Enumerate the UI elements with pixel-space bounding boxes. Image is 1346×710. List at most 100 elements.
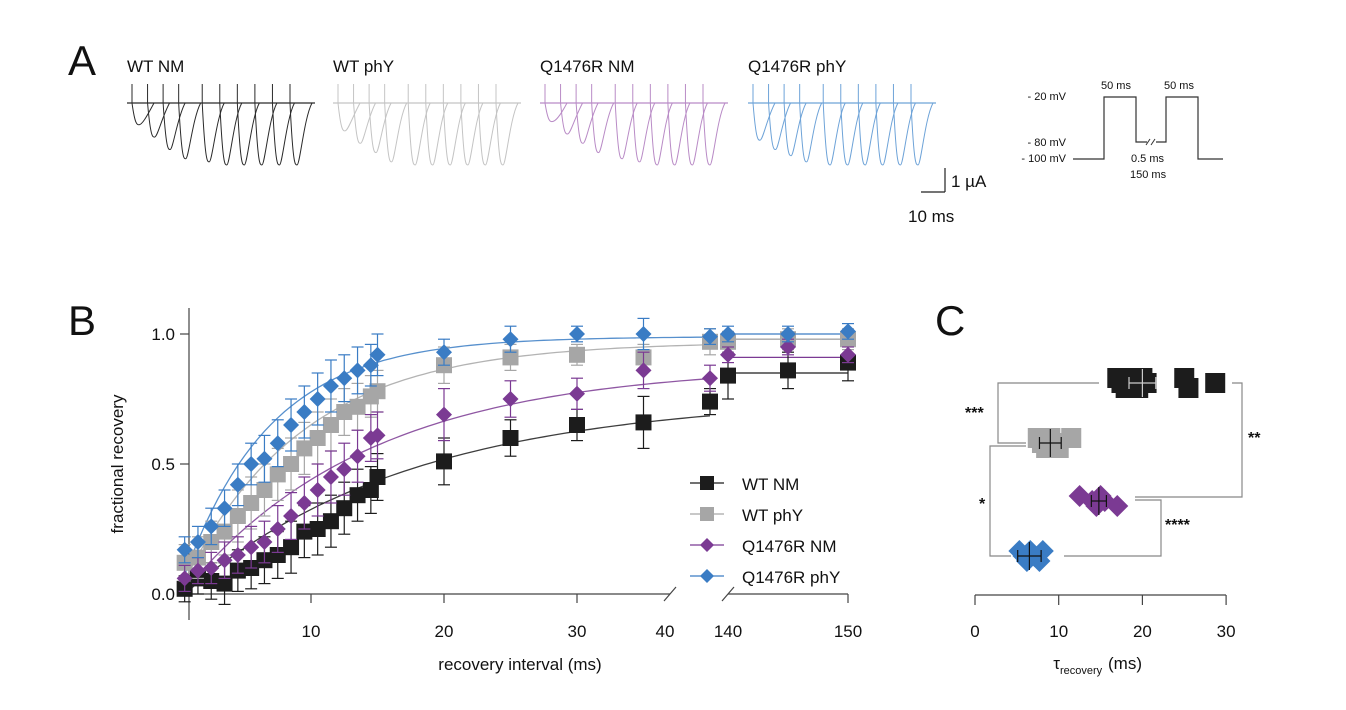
current-trace [783,102,807,157]
current-trace [752,102,776,141]
axis-break-mark [663,586,677,602]
data-point [369,383,386,400]
current-trace [768,102,791,151]
data-point [283,417,300,433]
series-wt-phy [1027,428,1082,458]
x-tick-label: 30 [568,622,587,641]
x-axis-label-subscript: recovery [1060,665,1103,677]
current-trace [575,102,599,144]
trace-title-wt-phy: WT phY [333,57,394,76]
data-point [256,482,273,498]
data-point [269,547,286,563]
data-point [189,562,206,579]
data-point [336,370,353,387]
current-trace [254,102,278,166]
data-point [229,476,246,493]
voltage-protocol: - 20 mV - 80 mV - 100 mV 50 ms 50 ms 0.5… [1021,80,1223,181]
data-point [229,508,246,524]
data-point [336,404,353,420]
data-point [436,406,452,423]
protocol-break-mark [1145,138,1151,146]
data-point [322,469,339,485]
data-point [780,362,796,379]
protocol-v-100: - 100 mV [1021,153,1066,165]
y-tick-label: 1.0 [151,325,175,344]
data-point [502,391,519,407]
y-axis-label: fractional recovery [108,394,127,533]
x-tick-label: 10 [1049,622,1068,641]
x-axis-label-unit: (ms) [1108,654,1142,673]
protocol-pulse-1-label: 50 ms [1101,80,1131,92]
current-trace [477,102,501,166]
current-trace [425,102,449,166]
series-q1476r-nm [1068,485,1129,517]
data-point [336,500,353,517]
data-point [296,440,313,457]
data-point [702,370,718,387]
current-trace [219,102,243,166]
data-point [369,427,386,444]
y-tick-label: 0.5 [151,455,175,474]
current-trace [460,102,484,166]
data-point [336,461,353,478]
current-trace [201,102,225,163]
data-point [569,417,585,433]
current-trace [614,102,638,160]
x-tick-label: 140 [714,622,742,641]
data-point [720,346,736,363]
data-point [502,349,519,366]
current-trace [442,102,466,166]
x-axis-label: recovery interval (ms) [438,655,601,674]
current-trace [337,102,361,132]
sig-bracket [1064,499,1162,557]
trace-group [127,84,315,166]
protocol-break-mark [1150,138,1156,146]
panel-label-a: A [68,37,96,84]
data-point [635,362,652,379]
current-trace [684,102,708,166]
data-point [569,346,585,363]
data-point [369,469,386,485]
panel-a-traces: WT NM WT phY Q1476R NM Q1476R phY 1 µA 1… [127,57,1223,226]
significance-label: ** [1248,430,1261,447]
legend-label: WT phY [742,506,803,525]
x-axis-label-tau: τ [1053,654,1060,673]
trace-title-q1476r-phy: Q1476R phY [748,57,846,76]
series-q1476r-nm [176,338,856,593]
legend-marker [700,538,714,552]
data-point [569,385,585,402]
x-tick-label: 30 [1217,622,1236,641]
data-point [243,495,260,511]
current-trace [822,102,846,166]
data-point [1174,368,1195,388]
legend-marker [700,569,714,583]
data-point [702,393,718,410]
current-trace [649,102,673,166]
data-point [243,456,260,472]
sig-bracket [989,445,1026,557]
data-point [349,448,366,465]
data-point [349,362,366,379]
x-tick-label: 20 [1133,622,1152,641]
x-tick-label: 40 [656,622,675,641]
current-trace [910,102,934,166]
current-trace [892,102,916,166]
data-point [635,326,652,342]
data-point [229,547,246,563]
data-point [216,552,233,569]
data-point [296,523,313,540]
data-point [216,523,233,540]
legend: WT NM WT phY Q1476R NM Q1476R phY [690,475,840,587]
x-tick-label: 0 [970,622,979,641]
data-point [283,508,300,524]
protocol-line-2 [1156,96,1223,160]
trace-title-wt-nm: WT NM [127,57,184,76]
data-point [1061,428,1082,448]
current-trace [368,102,392,154]
data-point [296,404,313,420]
current-trace [875,102,899,166]
current-trace [353,102,376,144]
current-trace [544,102,568,123]
trace-group [333,84,521,166]
x-tick-label: 20 [435,622,454,641]
